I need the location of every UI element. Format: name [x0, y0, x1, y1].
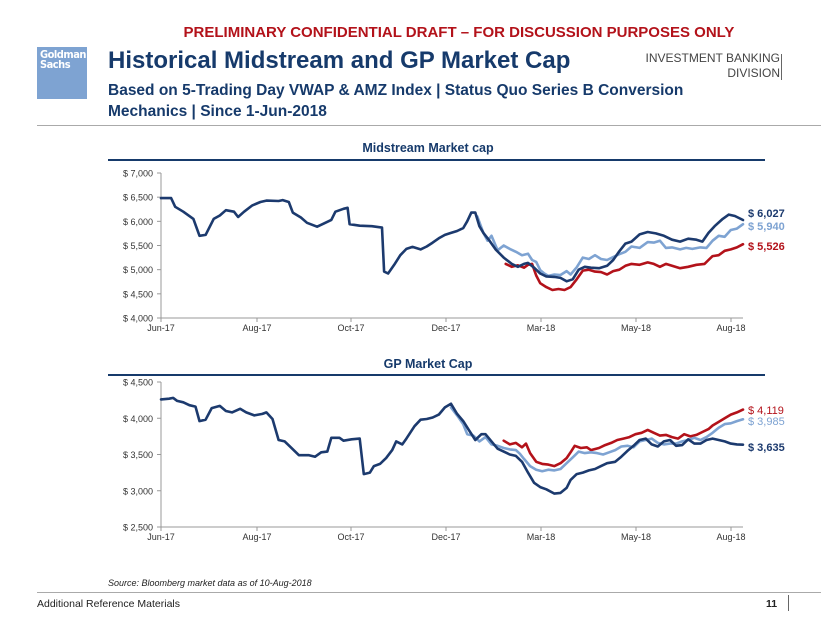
goldman-sachs-logo: Goldman Sachs [37, 47, 87, 99]
series-pro-forma-light [476, 215, 745, 278]
y-tick-label: $ 5,000 [123, 265, 153, 275]
y-tick-label: $ 3,000 [123, 486, 153, 496]
logo-line-1: Goldman [40, 48, 86, 61]
page-number-divider [788, 595, 789, 611]
series-status-quo-dark [159, 196, 745, 283]
x-tick-label: Oct-17 [337, 323, 364, 333]
y-tick-label: $ 4,500 [123, 289, 153, 299]
x-tick-label: Mar-18 [527, 323, 556, 333]
y-tick-label: $ 5,500 [123, 241, 153, 251]
page-subtitle: Based on 5-Trading Day VWAP & AMZ Index … [108, 82, 684, 120]
end-label-light: $ 5,940 [748, 221, 785, 233]
y-tick-label: $ 2,500 [123, 523, 153, 533]
end-label-gp-light: $ 3,985 [748, 416, 785, 428]
draft-notice: PRELIMINARY CONFIDENTIAL DRAFT – FOR DIS… [183, 24, 735, 41]
chart-title-midstream: Midstream Market cap [362, 141, 494, 155]
x-tick-label: Aug-18 [716, 532, 745, 542]
x-tick-label: Oct-17 [337, 532, 364, 542]
x-tick-label: Dec-17 [431, 532, 460, 542]
end-label-red: $ 5,526 [748, 241, 785, 253]
division-divider [781, 54, 782, 80]
y-tick-label: $ 7,000 [123, 169, 153, 179]
x-tick-label: May-18 [621, 532, 651, 542]
division-label: INVESTMENT BANKING DIVISION [646, 51, 780, 81]
y-tick-label: $ 4,000 [123, 314, 153, 324]
logo-line-2: Sachs [40, 58, 71, 71]
x-tick-label: Jun-17 [147, 532, 175, 542]
y-tick-label: $ 6,000 [123, 217, 153, 227]
header-rule [37, 125, 821, 126]
end-label-dark: $ 6,027 [748, 208, 785, 220]
footer-section: Additional Reference Materials [37, 598, 180, 610]
y-tick-label: $ 6,500 [123, 193, 153, 203]
x-tick-label: Aug-17 [242, 323, 271, 333]
x-tick-label: Jun-17 [147, 323, 175, 333]
end-label-gp-red: $ 4,119 [748, 405, 784, 417]
source-note: Source: Bloomberg market data as of 10-A… [108, 578, 312, 588]
chart-rule-midstream [108, 159, 765, 161]
y-tick-label: $ 3,500 [123, 450, 153, 460]
division-line-2: DIVISION [727, 66, 780, 80]
footer-rule [37, 592, 821, 593]
series-gp-red [502, 408, 745, 468]
series-gp-dark [159, 396, 745, 495]
x-tick-label: May-18 [621, 323, 651, 333]
page-number: 11 [766, 598, 778, 610]
y-tick-label: $ 4,500 [123, 378, 153, 388]
x-tick-label: Aug-18 [716, 323, 745, 333]
end-label-gp-dark: $ 3,635 [748, 442, 785, 454]
series-pro-forma-red [504, 242, 745, 292]
series-gp-light [449, 406, 745, 473]
chart-rule-gp [108, 374, 765, 376]
chart-title-gp: GP Market Cap [383, 357, 473, 371]
x-tick-label: Mar-18 [527, 532, 556, 542]
page-title: Historical Midstream and GP Market Cap [108, 47, 571, 74]
division-line-1: INVESTMENT BANKING [645, 51, 780, 65]
x-tick-label: Dec-17 [431, 323, 460, 333]
y-tick-label: $ 4,000 [123, 414, 153, 424]
x-tick-label: Aug-17 [242, 532, 271, 542]
